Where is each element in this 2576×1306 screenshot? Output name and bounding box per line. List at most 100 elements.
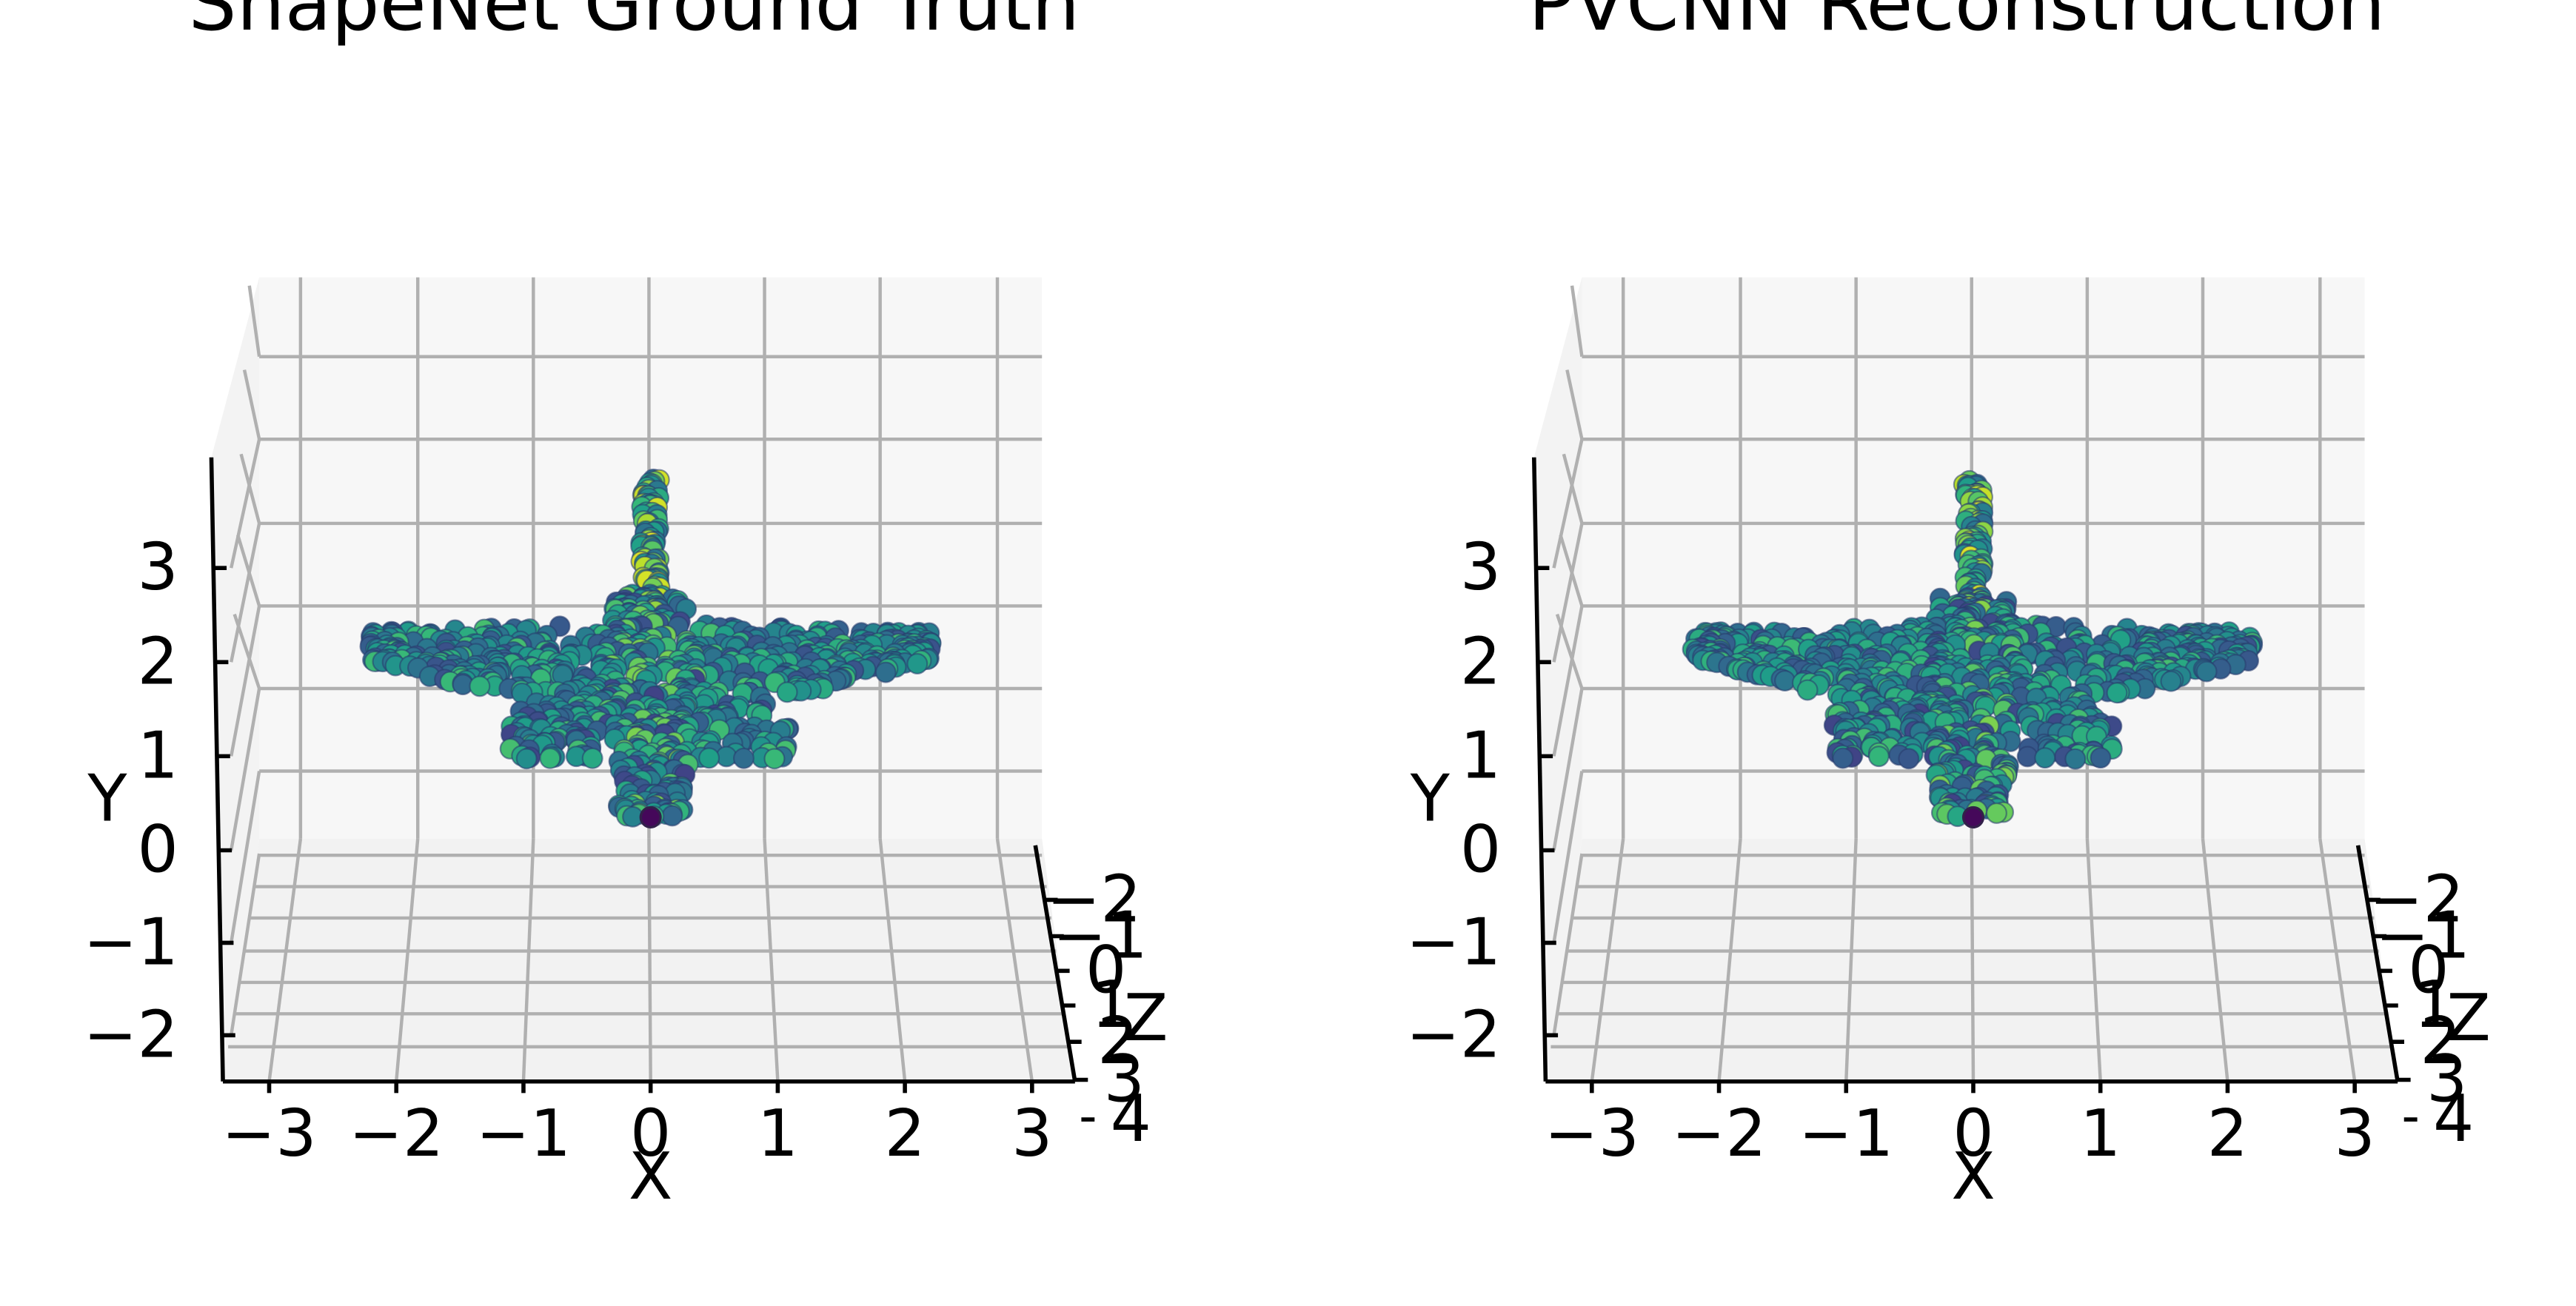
point [639, 806, 662, 828]
z-tick-label: −1 [1053, 897, 1148, 973]
x-tick-label: −3 [221, 1096, 316, 1171]
grid-line [230, 771, 261, 943]
point [906, 653, 929, 675]
point [1832, 747, 1854, 769]
x-axis-label: X [1951, 1139, 1995, 1214]
z-tick-label: −2 [1046, 861, 1141, 937]
chart-title: ShapeNet Ground Truth [188, 0, 1080, 48]
z-axis-label: Z [2446, 980, 2491, 1056]
z-tick-label: 3 [1104, 1041, 1145, 1116]
grid-line [763, 838, 780, 1082]
y-tick-label: 2 [138, 623, 178, 699]
x-tick-label: 0 [1953, 1096, 1993, 1171]
x-tick-label: 2 [884, 1096, 925, 1171]
z-tick-label: −1 [2375, 897, 2470, 973]
grid-line [1844, 838, 1858, 1082]
grid-line [2085, 838, 2102, 1082]
grid-line [230, 606, 261, 757]
grid-line [1970, 838, 1976, 1082]
z-tick-label: 3 [2426, 1041, 2467, 1116]
x-tick-label: −2 [1671, 1096, 1766, 1171]
z-axis-label: Z [1124, 980, 1168, 1056]
y-axis-label: Y [87, 760, 127, 836]
y-tick-label: 1 [138, 717, 178, 793]
grid-line [1565, 369, 1584, 440]
y-tick-label: −1 [84, 904, 178, 980]
point [1898, 748, 1920, 770]
y-tick-label: 2 [1460, 623, 1501, 699]
point [1774, 669, 1796, 691]
point-cloud [359, 468, 942, 828]
x-tick-label: 2 [2207, 1096, 2248, 1171]
chart-title: PVCNN Reconstruction [1528, 0, 2385, 48]
grid-line [1552, 606, 1584, 757]
point [1985, 802, 2007, 824]
y-axis-line [209, 457, 225, 1082]
y-tick-label: −2 [84, 997, 178, 1072]
point [732, 747, 755, 769]
grid-line [267, 838, 303, 1082]
z-tick-label: 1 [1091, 967, 1132, 1042]
y-tick-label: 0 [1460, 812, 1501, 888]
y-tick-label: 3 [1460, 529, 1501, 605]
point [1961, 806, 1985, 828]
x-tick-label: 3 [1011, 1096, 1052, 1171]
grid-lines [1545, 277, 2398, 1083]
grid-line [2318, 838, 2357, 1082]
reconstruction-panel: PVCNN Reconstruction−3 −2 −1 0 1 2 3X−2−10123Y… [1406, 0, 2491, 1214]
point [2034, 747, 2056, 769]
grid-line [995, 838, 1034, 1082]
point [2160, 670, 2182, 692]
grid-line [2201, 838, 2229, 1082]
y-axis-label: Y [1410, 760, 1451, 836]
x-tick-label: −2 [349, 1096, 444, 1171]
grid-line [230, 523, 261, 663]
point [698, 747, 720, 769]
grid-line [647, 838, 652, 1082]
grid-line [1562, 453, 1584, 524]
z-tick-label: 4 [2433, 1081, 2474, 1156]
point [2090, 747, 2112, 769]
grid-line [395, 838, 420, 1082]
grid-line [1552, 688, 1584, 851]
z-tick-label: 4 [1111, 1081, 1151, 1156]
y-tick-label: −1 [1406, 904, 1501, 980]
z-tick-label: −2 [2369, 861, 2464, 937]
x-tick-label: 3 [2334, 1096, 2375, 1171]
x-tick-label: −1 [1799, 1096, 1893, 1171]
grid-line [1590, 838, 1625, 1082]
grid-line [242, 369, 261, 440]
z-tick-label: 2 [1097, 1003, 1138, 1079]
z-tick-label: 0 [2408, 932, 2449, 1008]
grid-line [1552, 438, 1584, 569]
grid-line [1552, 853, 1584, 1036]
x-axis-label: X [629, 1139, 673, 1214]
ground-truth-panel: ShapeNet Ground Truth−3 −2 −1 0 1 2 3X−2−10123… [84, 0, 1168, 1214]
x-tick-label: 1 [757, 1096, 798, 1171]
grid-line [239, 453, 261, 524]
grid-line [230, 688, 261, 851]
point [776, 681, 798, 703]
point [763, 748, 786, 770]
z-tick-label: 0 [1085, 932, 1126, 1008]
point [2106, 682, 2128, 704]
y-tick-label: −2 [1406, 997, 1501, 1072]
x-tick-label: −1 [476, 1096, 571, 1171]
grid-line [247, 285, 261, 358]
grid-line [1570, 285, 1584, 358]
grid-line [521, 838, 535, 1082]
z-tick-label: 1 [2414, 967, 2455, 1042]
point [515, 748, 538, 770]
point [1867, 746, 1890, 768]
point [2064, 748, 2087, 770]
x-tick-label: 0 [630, 1096, 671, 1171]
x-tick-label: −3 [1545, 1096, 1639, 1171]
grid-line [1552, 771, 1584, 943]
x-tick-label: 1 [2080, 1096, 2121, 1171]
y-tick-label: 0 [138, 812, 178, 888]
grid-line [230, 853, 261, 1036]
grid-line [1552, 523, 1584, 663]
point [1796, 679, 1819, 701]
z-tick-label: 2 [2420, 1003, 2460, 1079]
